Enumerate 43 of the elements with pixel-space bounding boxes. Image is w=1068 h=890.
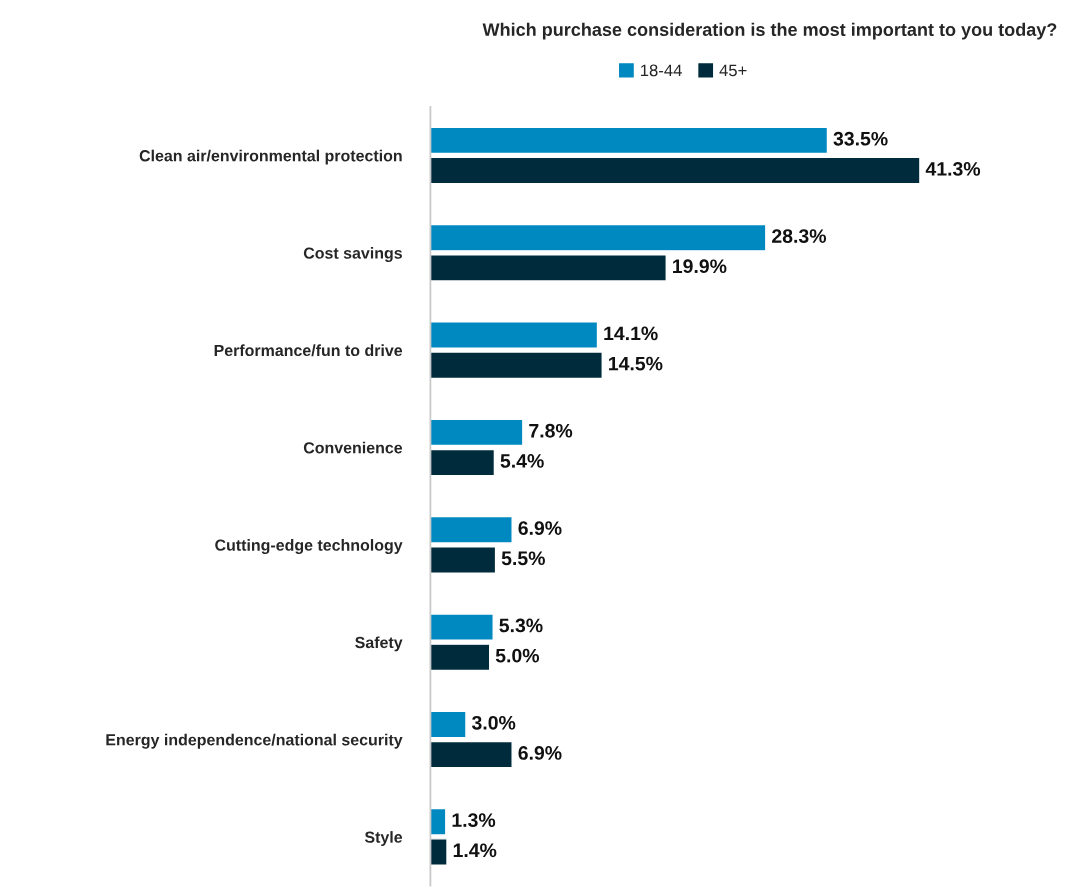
data-label: 1.3% [452, 813, 496, 828]
bar [430, 643, 491, 672]
bar [430, 418, 524, 447]
data-label: 33.5% [833, 131, 888, 146]
bar [430, 254, 667, 282]
bar [430, 710, 467, 739]
bar [430, 156, 921, 185]
data-label: 5.3% [499, 618, 543, 633]
data-label: 3.0% [471, 715, 516, 730]
data-label: 41.3% [925, 162, 981, 176]
data-label: 14.5% [609, 356, 663, 371]
bar [430, 126, 829, 155]
data-label: 7.8% [529, 423, 573, 438]
data-label: 5.4% [500, 454, 544, 468]
data-label: 6.9% [518, 746, 562, 760]
data-label: 6.9% [518, 521, 562, 535]
y-tick-label: Convenience [303, 441, 403, 454]
data-label: 5.5% [501, 551, 545, 566]
data-label: 5.0% [495, 648, 540, 663]
y-tick-label: Performance/fun to drive [214, 344, 403, 357]
bar [430, 321, 599, 349]
data-label: 19.9% [673, 259, 727, 274]
bar [430, 838, 448, 866]
bar [430, 448, 496, 477]
y-tick-label: Safety [355, 636, 403, 652]
bar [430, 807, 447, 836]
legend-label: 18-44 [641, 64, 682, 77]
bar [430, 351, 603, 380]
y-tick-label: Cutting-edge technology [215, 539, 403, 555]
y-tick-label: Style [364, 831, 403, 846]
data-label: 28.3% [772, 229, 826, 243]
data-label: 14.1% [604, 326, 658, 341]
bar [430, 613, 494, 641]
y-tick-label: Energy independence/national security [106, 733, 403, 749]
bar [430, 223, 767, 252]
chart-title: Which purchase consideration is the most important to you today? [482, 22, 1057, 40]
bar [430, 515, 513, 544]
bar [430, 546, 497, 574]
bar [430, 740, 513, 769]
legend-label: 45+ [719, 64, 747, 77]
y-tick-label: Clean air/environmental protection [139, 149, 402, 165]
data-label: 1.4% [453, 843, 497, 858]
y-tick-label: Cost savings [303, 247, 402, 262]
